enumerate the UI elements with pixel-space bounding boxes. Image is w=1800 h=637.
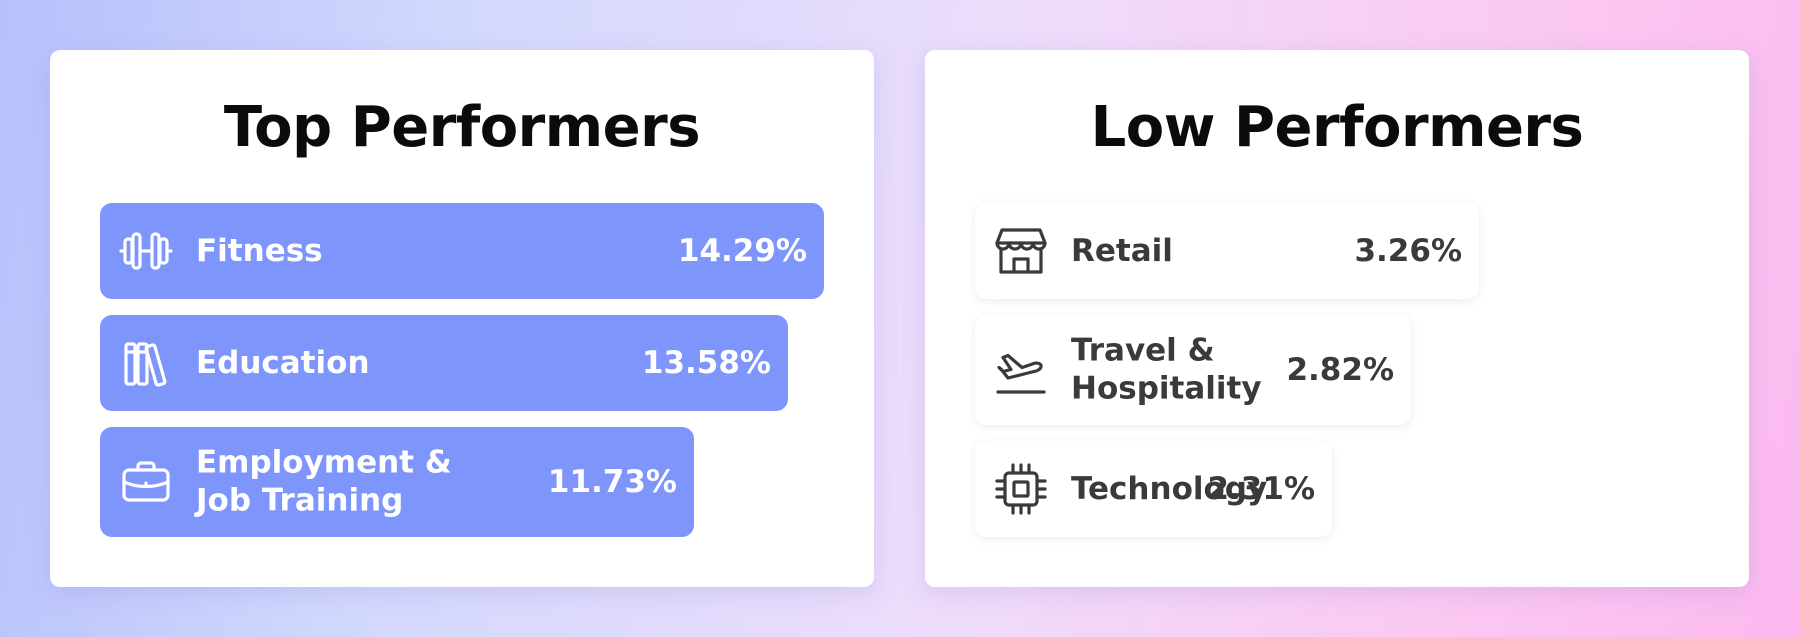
bar-value-label: 2.31% xyxy=(1207,471,1315,507)
bar-retail: Retail 3.26% xyxy=(975,203,1479,299)
bar-label: Technology xyxy=(1071,470,1268,507)
bar-value-label: 14.29% xyxy=(677,233,807,269)
dumbbell-icon xyxy=(118,223,174,279)
cpu-chip-icon xyxy=(993,461,1049,517)
top-performers-panel: Top Performers Fitness 14.29% Education 13.… xyxy=(50,50,874,587)
low-performers-bars: Retail 3.26% Travel & Hospitality 2.82% Tech… xyxy=(975,203,1699,553)
plane-departure-icon xyxy=(993,342,1049,398)
low-performers-panel: Low Performers Retail 3.26% Travel & Hospi… xyxy=(925,50,1749,587)
bar-fitness: Fitness 14.29% xyxy=(100,203,824,299)
bar-label: Retail xyxy=(1071,232,1173,269)
bar-value-label: 2.82% xyxy=(1286,352,1394,388)
low-performers-title: Low Performers xyxy=(1090,95,1584,160)
top-performers-title: Top Performers xyxy=(223,95,701,160)
bar-label: Employment & Job Training xyxy=(196,444,452,519)
briefcase-icon xyxy=(118,454,174,510)
bar-travel-and-hospitality: Travel & Hospitality 2.82% xyxy=(975,315,1411,425)
bar-technology: Technology 2.31% xyxy=(975,441,1332,537)
top-performers-bars: Fitness 14.29% Education 13.58% Employment &… xyxy=(100,203,824,553)
bar-value-label: 13.58% xyxy=(641,345,771,381)
bar-value-label: 11.73% xyxy=(547,464,677,500)
bar-education: Education 13.58% xyxy=(100,315,788,411)
bar-value-label: 3.26% xyxy=(1354,233,1462,269)
bar-employment-and-job-training: Employment & Job Training 11.73% xyxy=(100,427,694,537)
storefront-icon xyxy=(993,223,1049,279)
books-icon xyxy=(118,335,174,391)
bar-label: Travel & Hospitality xyxy=(1071,332,1262,407)
bar-label: Education xyxy=(196,344,370,381)
bar-label: Fitness xyxy=(196,232,323,269)
